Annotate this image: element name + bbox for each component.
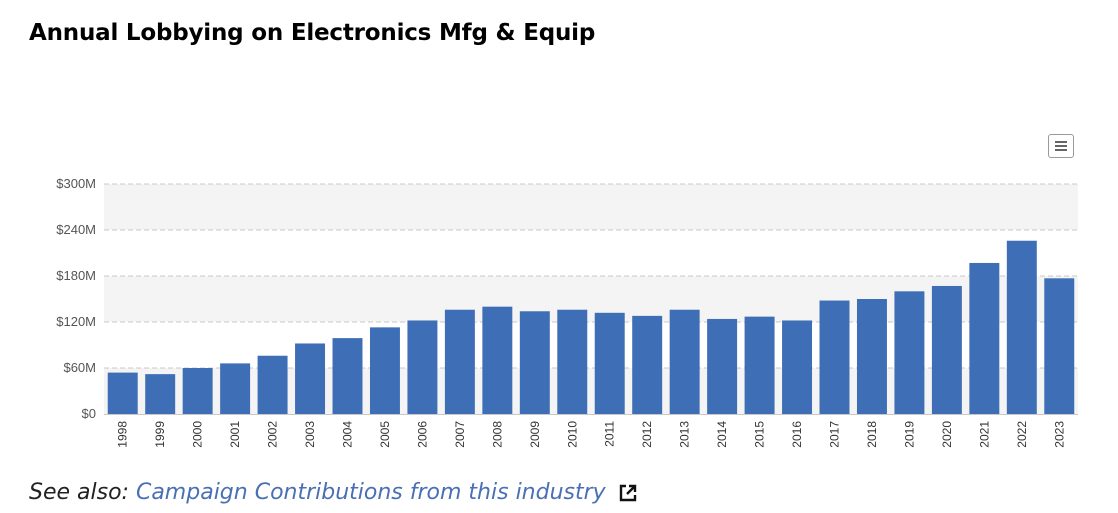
x-tick-label: 2007 <box>453 421 467 448</box>
bar <box>407 320 438 414</box>
plot-band <box>104 184 1078 230</box>
x-tick-label: 2000 <box>191 421 205 448</box>
x-tick-label: 2015 <box>753 421 767 448</box>
bar <box>931 285 962 414</box>
x-tick-label: 2016 <box>790 421 804 448</box>
bar <box>369 327 400 414</box>
x-tick-label: 2001 <box>228 421 242 448</box>
external-link-icon[interactable] <box>619 484 637 502</box>
bar <box>444 309 475 414</box>
x-tick-label: 2020 <box>940 421 954 448</box>
bar <box>744 316 775 414</box>
x-tick-label: 2003 <box>303 421 317 448</box>
bar <box>519 311 550 414</box>
bar <box>107 372 138 414</box>
menu-line <box>1055 149 1067 151</box>
y-tick-label: $60M <box>63 360 96 375</box>
see-also: See also: Campaign Contributions from th… <box>29 480 637 505</box>
x-tick-label: 2022 <box>1015 421 1029 448</box>
y-tick-label: $120M <box>56 314 96 329</box>
bar <box>145 374 176 414</box>
x-tick-label: 2002 <box>266 421 280 448</box>
bar-chart: $0 $60M $120M $180M $240M $300M 1998 1999 2000 20… <box>56 176 1078 448</box>
bar <box>819 300 850 414</box>
x-tick-label: 2004 <box>341 421 355 448</box>
bar <box>782 320 813 414</box>
bar <box>182 368 213 414</box>
bar <box>856 299 887 414</box>
x-tick-label: 2005 <box>378 421 392 448</box>
bar <box>632 315 663 414</box>
bar <box>1006 240 1037 414</box>
bar <box>594 312 625 414</box>
x-tick-label: 2011 <box>603 421 617 447</box>
x-tick-label: 2008 <box>490 421 504 448</box>
bar <box>482 306 513 414</box>
x-tick-label: 2006 <box>415 421 429 448</box>
bar <box>969 262 1000 414</box>
chart-title: Annual Lobbying on Electronics Mfg & Equ… <box>29 20 596 46</box>
x-tick-label: 1998 <box>116 421 130 448</box>
x-tick-label: 2023 <box>1052 421 1066 448</box>
bar <box>295 343 326 414</box>
menu-line <box>1055 141 1067 143</box>
x-tick-label: 2018 <box>865 421 879 448</box>
bar <box>557 309 588 414</box>
y-tick-label: $180M <box>56 268 96 283</box>
bar <box>669 309 700 414</box>
bar <box>707 318 738 414</box>
bar <box>1044 278 1075 414</box>
y-tick-label: $0 <box>82 406 96 421</box>
bar <box>257 355 288 414</box>
x-tick-label: 2019 <box>902 421 916 448</box>
x-tick-label: 2014 <box>715 421 729 448</box>
campaign-contributions-link[interactable]: Campaign Contributions from this industr… <box>135 480 606 505</box>
x-tick-label: 2017 <box>828 421 842 448</box>
x-tick-label: 2012 <box>640 421 654 448</box>
x-tick-label: 2013 <box>678 421 692 448</box>
x-tick-label: 2010 <box>565 421 579 448</box>
x-tick-label: 2009 <box>528 421 542 448</box>
see-also-label: See also: <box>29 480 129 505</box>
bar <box>894 291 925 414</box>
y-tick-label: $240M <box>56 222 96 237</box>
y-tick-label: $300M <box>56 176 96 191</box>
bar <box>220 363 251 414</box>
chart-menu-icon[interactable] <box>1048 134 1074 158</box>
menu-line <box>1055 145 1067 147</box>
x-tick-label: 2021 <box>977 421 991 448</box>
bar <box>332 338 363 414</box>
x-tick-label: 1999 <box>153 421 167 448</box>
